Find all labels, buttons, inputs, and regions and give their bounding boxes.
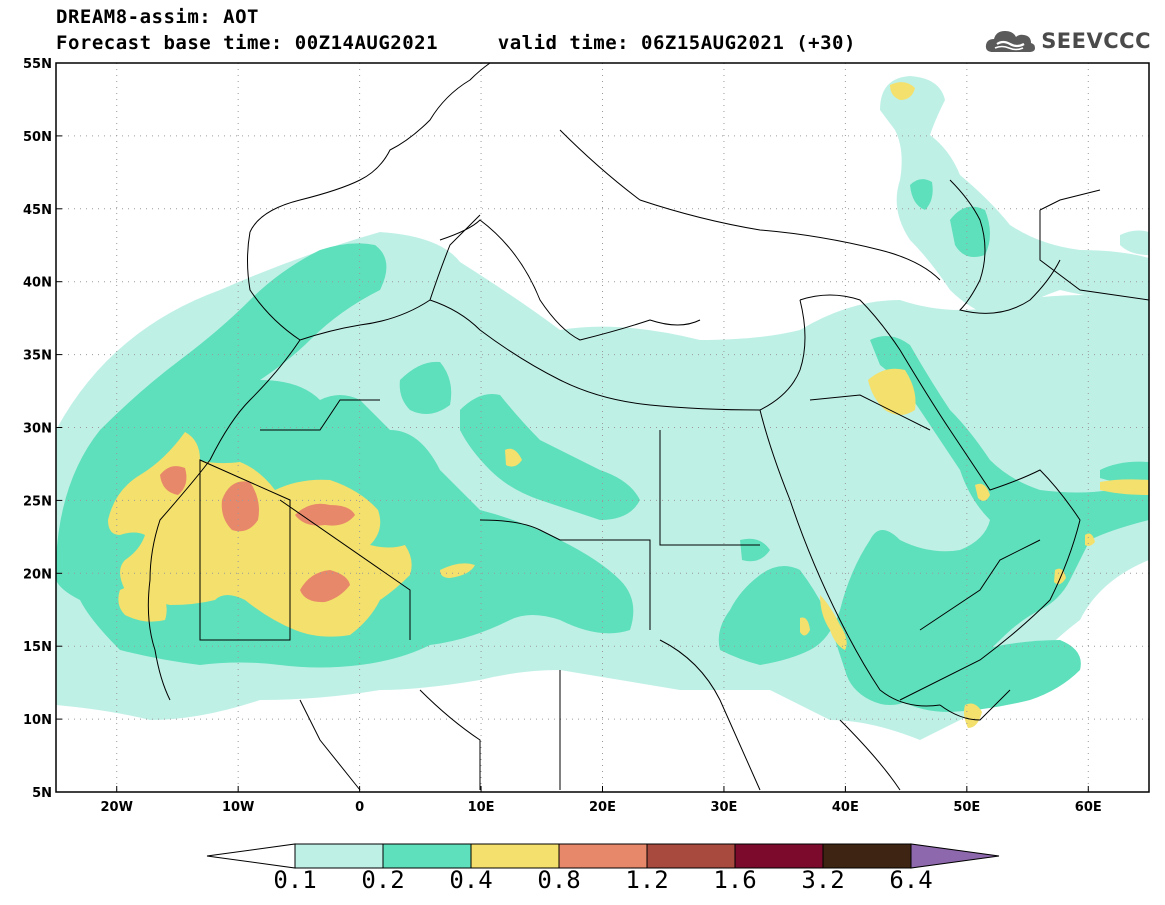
colorbar-level-label: 1.2 [625, 866, 669, 894]
lon-tick-label: 10E [468, 800, 495, 815]
lon-tick-label: 0 [355, 800, 364, 815]
colorbar-level-label: 6.4 [889, 866, 933, 894]
colorbar-level-label: 0.2 [361, 866, 405, 894]
lon-tick-label: 30E [710, 800, 737, 815]
aot-level-0.8 [160, 466, 355, 603]
colorbar-level-label: 0.1 [273, 866, 317, 894]
coastlines-borders [147, 62, 1150, 791]
lat-tick-label: 30N [23, 422, 52, 437]
latitude-axis: 55N 50N 45N 40N 35N 30N 25N 20N 15N 10N 5N [23, 57, 62, 801]
lat-tick-label: 15N [23, 640, 52, 655]
lon-tick-label: 40E [832, 800, 859, 815]
colorbar-box [382, 843, 472, 869]
lat-tick-label: 35N [23, 349, 52, 364]
cloud-logo-icon [986, 31, 1036, 52]
seevccc-logo: SEEVCCC [983, 24, 1151, 58]
lat-tick-label: 50N [23, 130, 52, 145]
colorbar-level-label: 3.2 [801, 866, 845, 894]
colorbar-level-label: 0.4 [449, 866, 493, 894]
lat-tick-label: 25N [23, 494, 52, 509]
colorbar-box [558, 843, 648, 869]
lat-tick-label: 55N [23, 57, 52, 72]
colorbar-level-label: 1.6 [713, 866, 757, 894]
colorbar-box [470, 843, 560, 869]
lat-tick-label: 45N [23, 203, 52, 218]
lon-tick-label: 10W [222, 800, 254, 815]
colorbar-under-arrow [206, 843, 296, 869]
colorbar-box [646, 843, 736, 869]
base-time-label: Forecast base time: 00Z14AUG2021 [56, 32, 439, 54]
colorbar-box [822, 843, 912, 869]
lat-tick-label: 40N [23, 276, 52, 291]
lon-tick-label: 60E [1075, 800, 1102, 815]
forecast-times: Forecast base time: 00Z14AUG2021 valid t… [56, 32, 856, 54]
colorbar-box [294, 843, 384, 869]
colorbar-level-label: 0.8 [537, 866, 581, 894]
colorbar [206, 843, 1000, 869]
lat-tick-label: 20N [23, 567, 52, 582]
colorbar-box [734, 843, 824, 869]
lon-tick-label: 50E [953, 800, 980, 815]
lon-tick-label: 20W [101, 800, 133, 815]
longitude-axis: 20W 10W 0 10E 20E 30E 40E 50E 60E [101, 786, 1102, 815]
valid-time-label: valid time: 06Z15AUG2021 (+30) [497, 32, 856, 54]
map-title: DREAM8-assim: AOT [56, 6, 259, 28]
lat-tick-label: 10N [23, 713, 52, 728]
colorbar-over-arrow [910, 843, 1000, 869]
lat-tick-label: 5N [32, 786, 52, 801]
logo-text: SEEVCCC [1041, 29, 1151, 53]
lon-tick-label: 20E [589, 800, 616, 815]
